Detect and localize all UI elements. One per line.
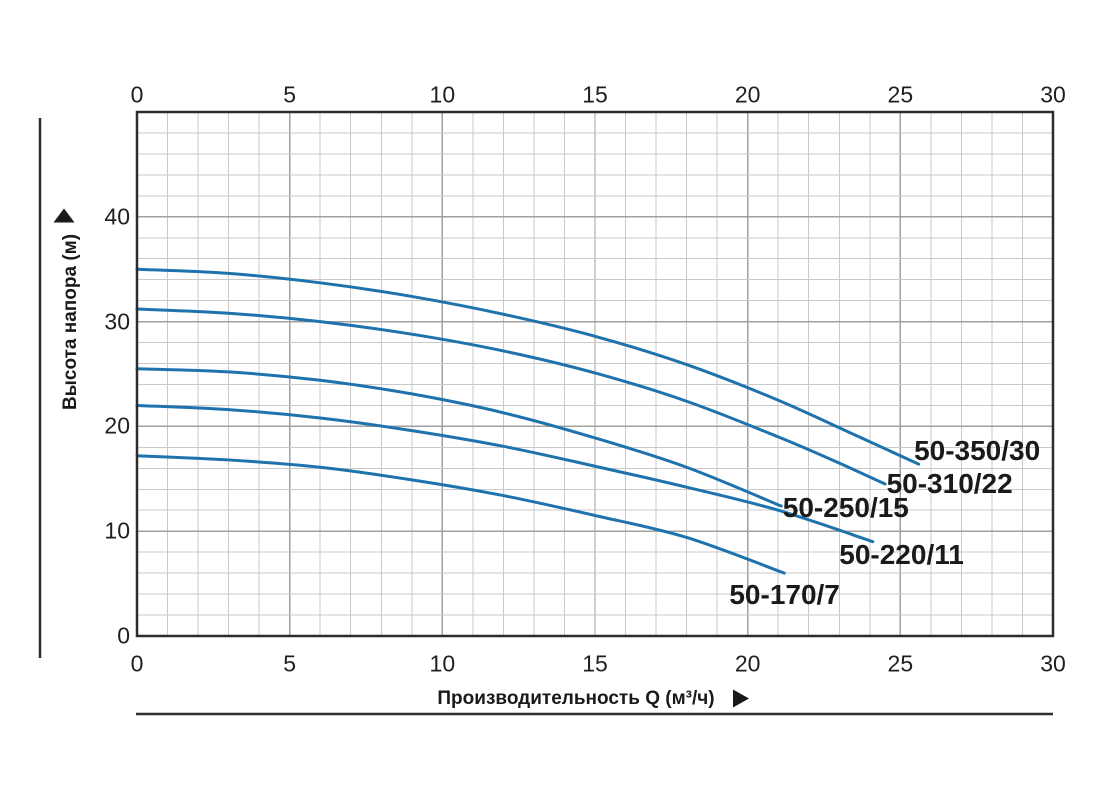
- x-tick-bottom-30: 30: [1040, 650, 1066, 677]
- curve-50-170/7: [135, 454, 786, 575]
- curve-50-310/22: [135, 307, 887, 486]
- x-tick-top-30: 30: [1040, 81, 1066, 108]
- plot-border: [135, 110, 1055, 638]
- curve-50-350/30: [135, 267, 921, 466]
- x-tick-top-5: 5: [283, 81, 297, 108]
- y-axis-title: Высота напора (м): [60, 233, 81, 411]
- y-axis-arrow-icon: [53, 208, 75, 223]
- pump-curves: [135, 267, 921, 575]
- curve-50-220/11: [135, 403, 875, 544]
- curve-label-50-310/22: 50-310/22: [886, 467, 1013, 499]
- x-tick-bottom-15: 15: [582, 650, 608, 677]
- x-tick-bottom-0: 0: [130, 650, 144, 677]
- y-tick-0: 0: [117, 622, 130, 649]
- x-tick-top-20: 20: [734, 81, 761, 108]
- y-tick-40: 40: [104, 203, 130, 230]
- curve-label-50-350/30: 50-350/30: [914, 434, 1041, 466]
- gridlines: [137, 112, 1053, 636]
- curve-label-50-220/11: 50-220/11: [839, 539, 964, 571]
- x-tick-bottom-25: 25: [887, 650, 914, 677]
- x-tick-top-15: 15: [582, 81, 608, 108]
- curve-label-50-250/15: 50-250/15: [782, 491, 909, 523]
- x-tick-bottom-20: 20: [734, 650, 761, 677]
- y-tick-10: 10: [104, 517, 130, 544]
- y-tick-20: 20: [104, 412, 130, 439]
- y-tick-30: 30: [104, 308, 130, 335]
- x-tick-bottom-10: 10: [429, 650, 456, 677]
- curve-label-50-170/7: 50-170/7: [729, 579, 840, 611]
- x-axis-arrow-icon: [733, 689, 749, 708]
- x-axis-title: Производительность Q (м³/ч): [437, 688, 715, 709]
- x-tick-top-25: 25: [887, 81, 914, 108]
- x-tick-top-0: 0: [130, 81, 144, 108]
- curve-50-250/15: [135, 367, 783, 508]
- x-tick-top-10: 10: [429, 81, 456, 108]
- x-tick-bottom-5: 5: [283, 650, 297, 677]
